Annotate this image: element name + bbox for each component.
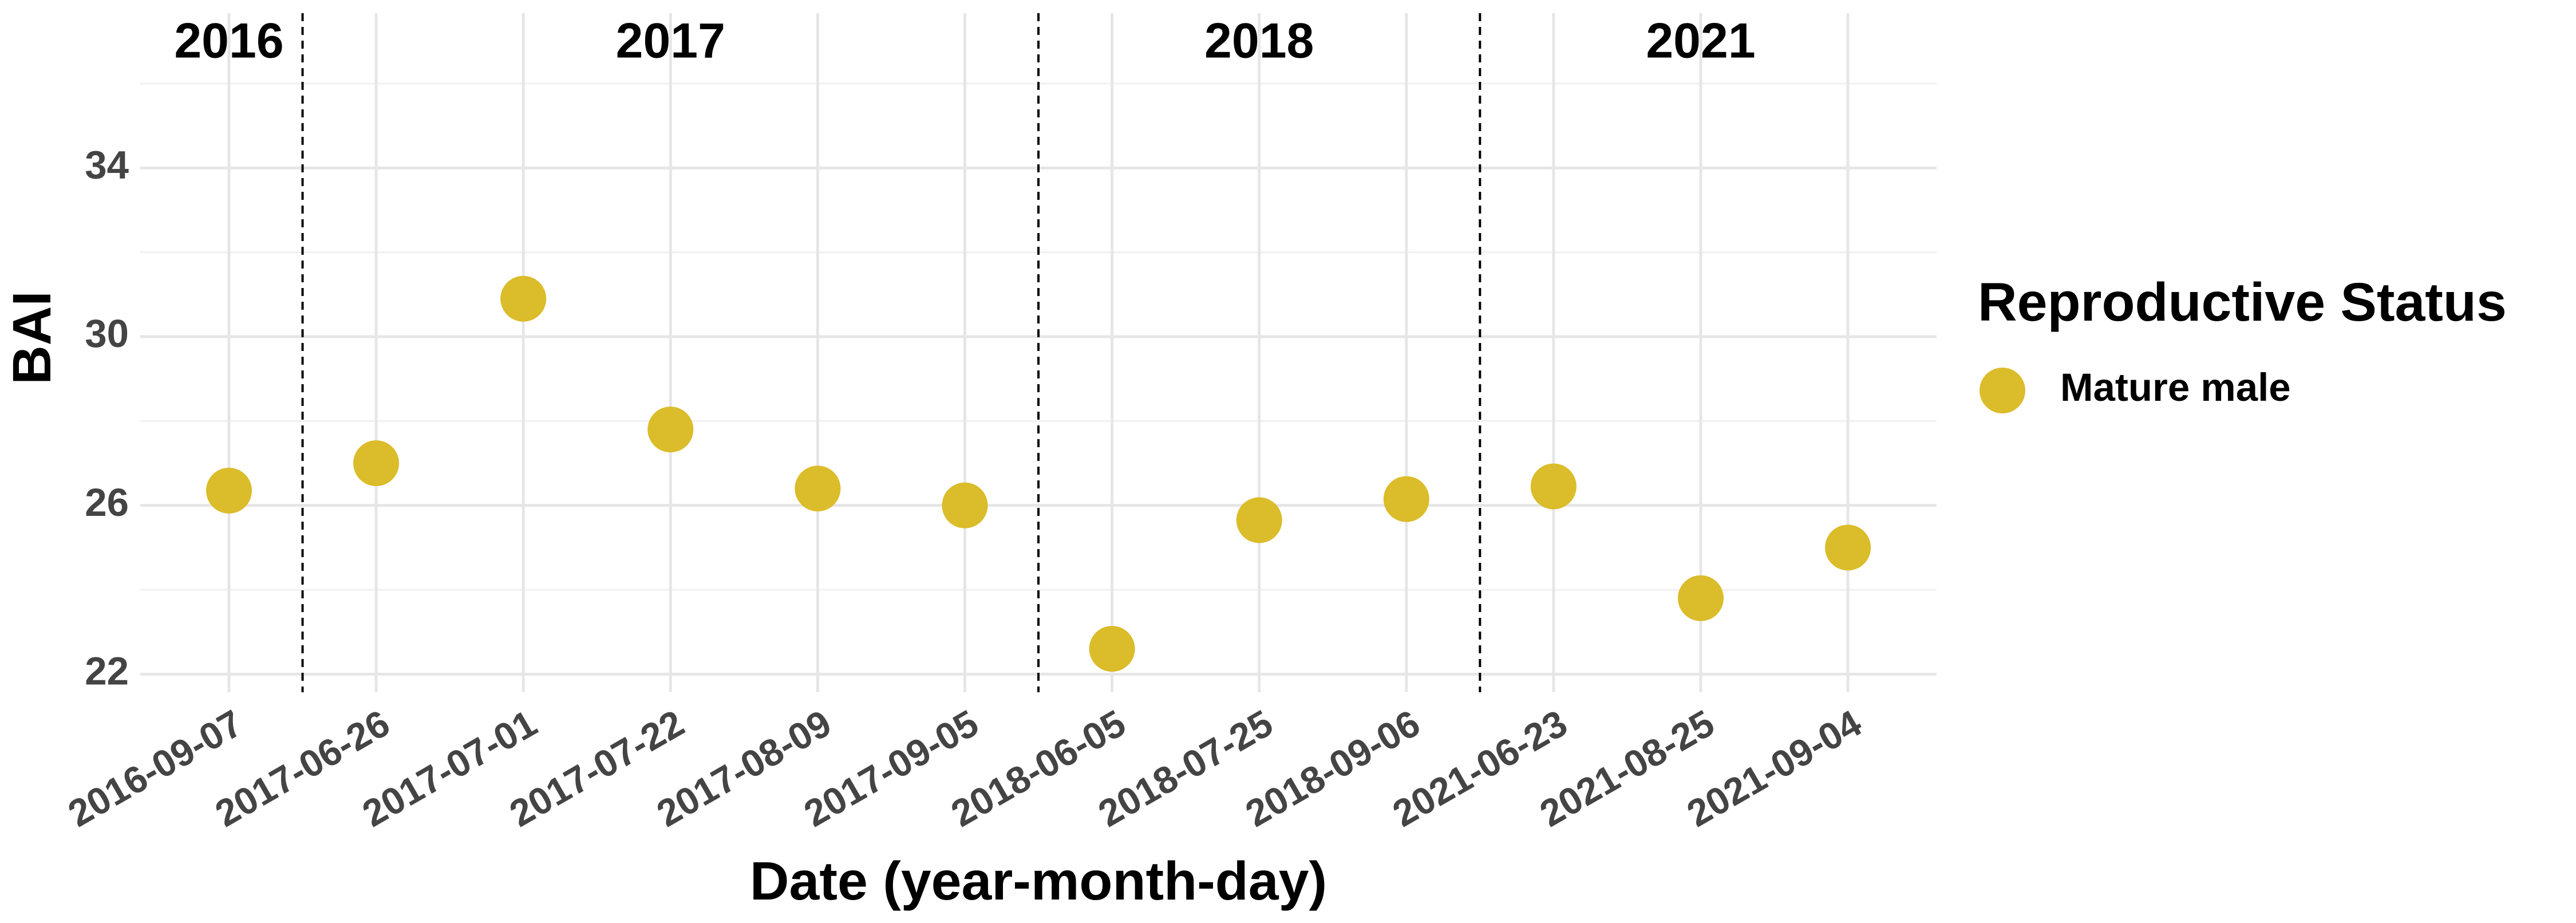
data-point <box>1825 524 1871 571</box>
data-point <box>1089 626 1135 672</box>
y-tick-label: 30 <box>85 311 129 356</box>
data-point <box>1678 575 1724 621</box>
year-label: 2021 <box>1646 14 1755 69</box>
y-tick-label: 26 <box>85 480 129 524</box>
year-label: 2018 <box>1204 14 1314 69</box>
data-point <box>795 466 841 512</box>
data-point <box>500 275 547 322</box>
y-tick-label: 34 <box>85 143 129 187</box>
legend-title: Reproductive Status <box>1978 272 2507 333</box>
legend-marker <box>1980 368 2025 413</box>
data-point <box>353 440 400 487</box>
legend-label: Mature male <box>2060 365 2291 409</box>
year-label: 2016 <box>174 14 283 69</box>
y-tick-label: 22 <box>85 649 129 693</box>
data-point <box>1383 476 1429 522</box>
data-point <box>206 467 252 514</box>
year-label: 2017 <box>616 14 725 69</box>
data-point <box>647 407 694 453</box>
data-point <box>942 482 988 528</box>
y-axis-title: BAI <box>2 291 62 385</box>
data-point <box>1530 463 1577 510</box>
x-axis-title: Date (year-month-day) <box>750 851 1327 912</box>
data-point <box>1236 497 1282 543</box>
